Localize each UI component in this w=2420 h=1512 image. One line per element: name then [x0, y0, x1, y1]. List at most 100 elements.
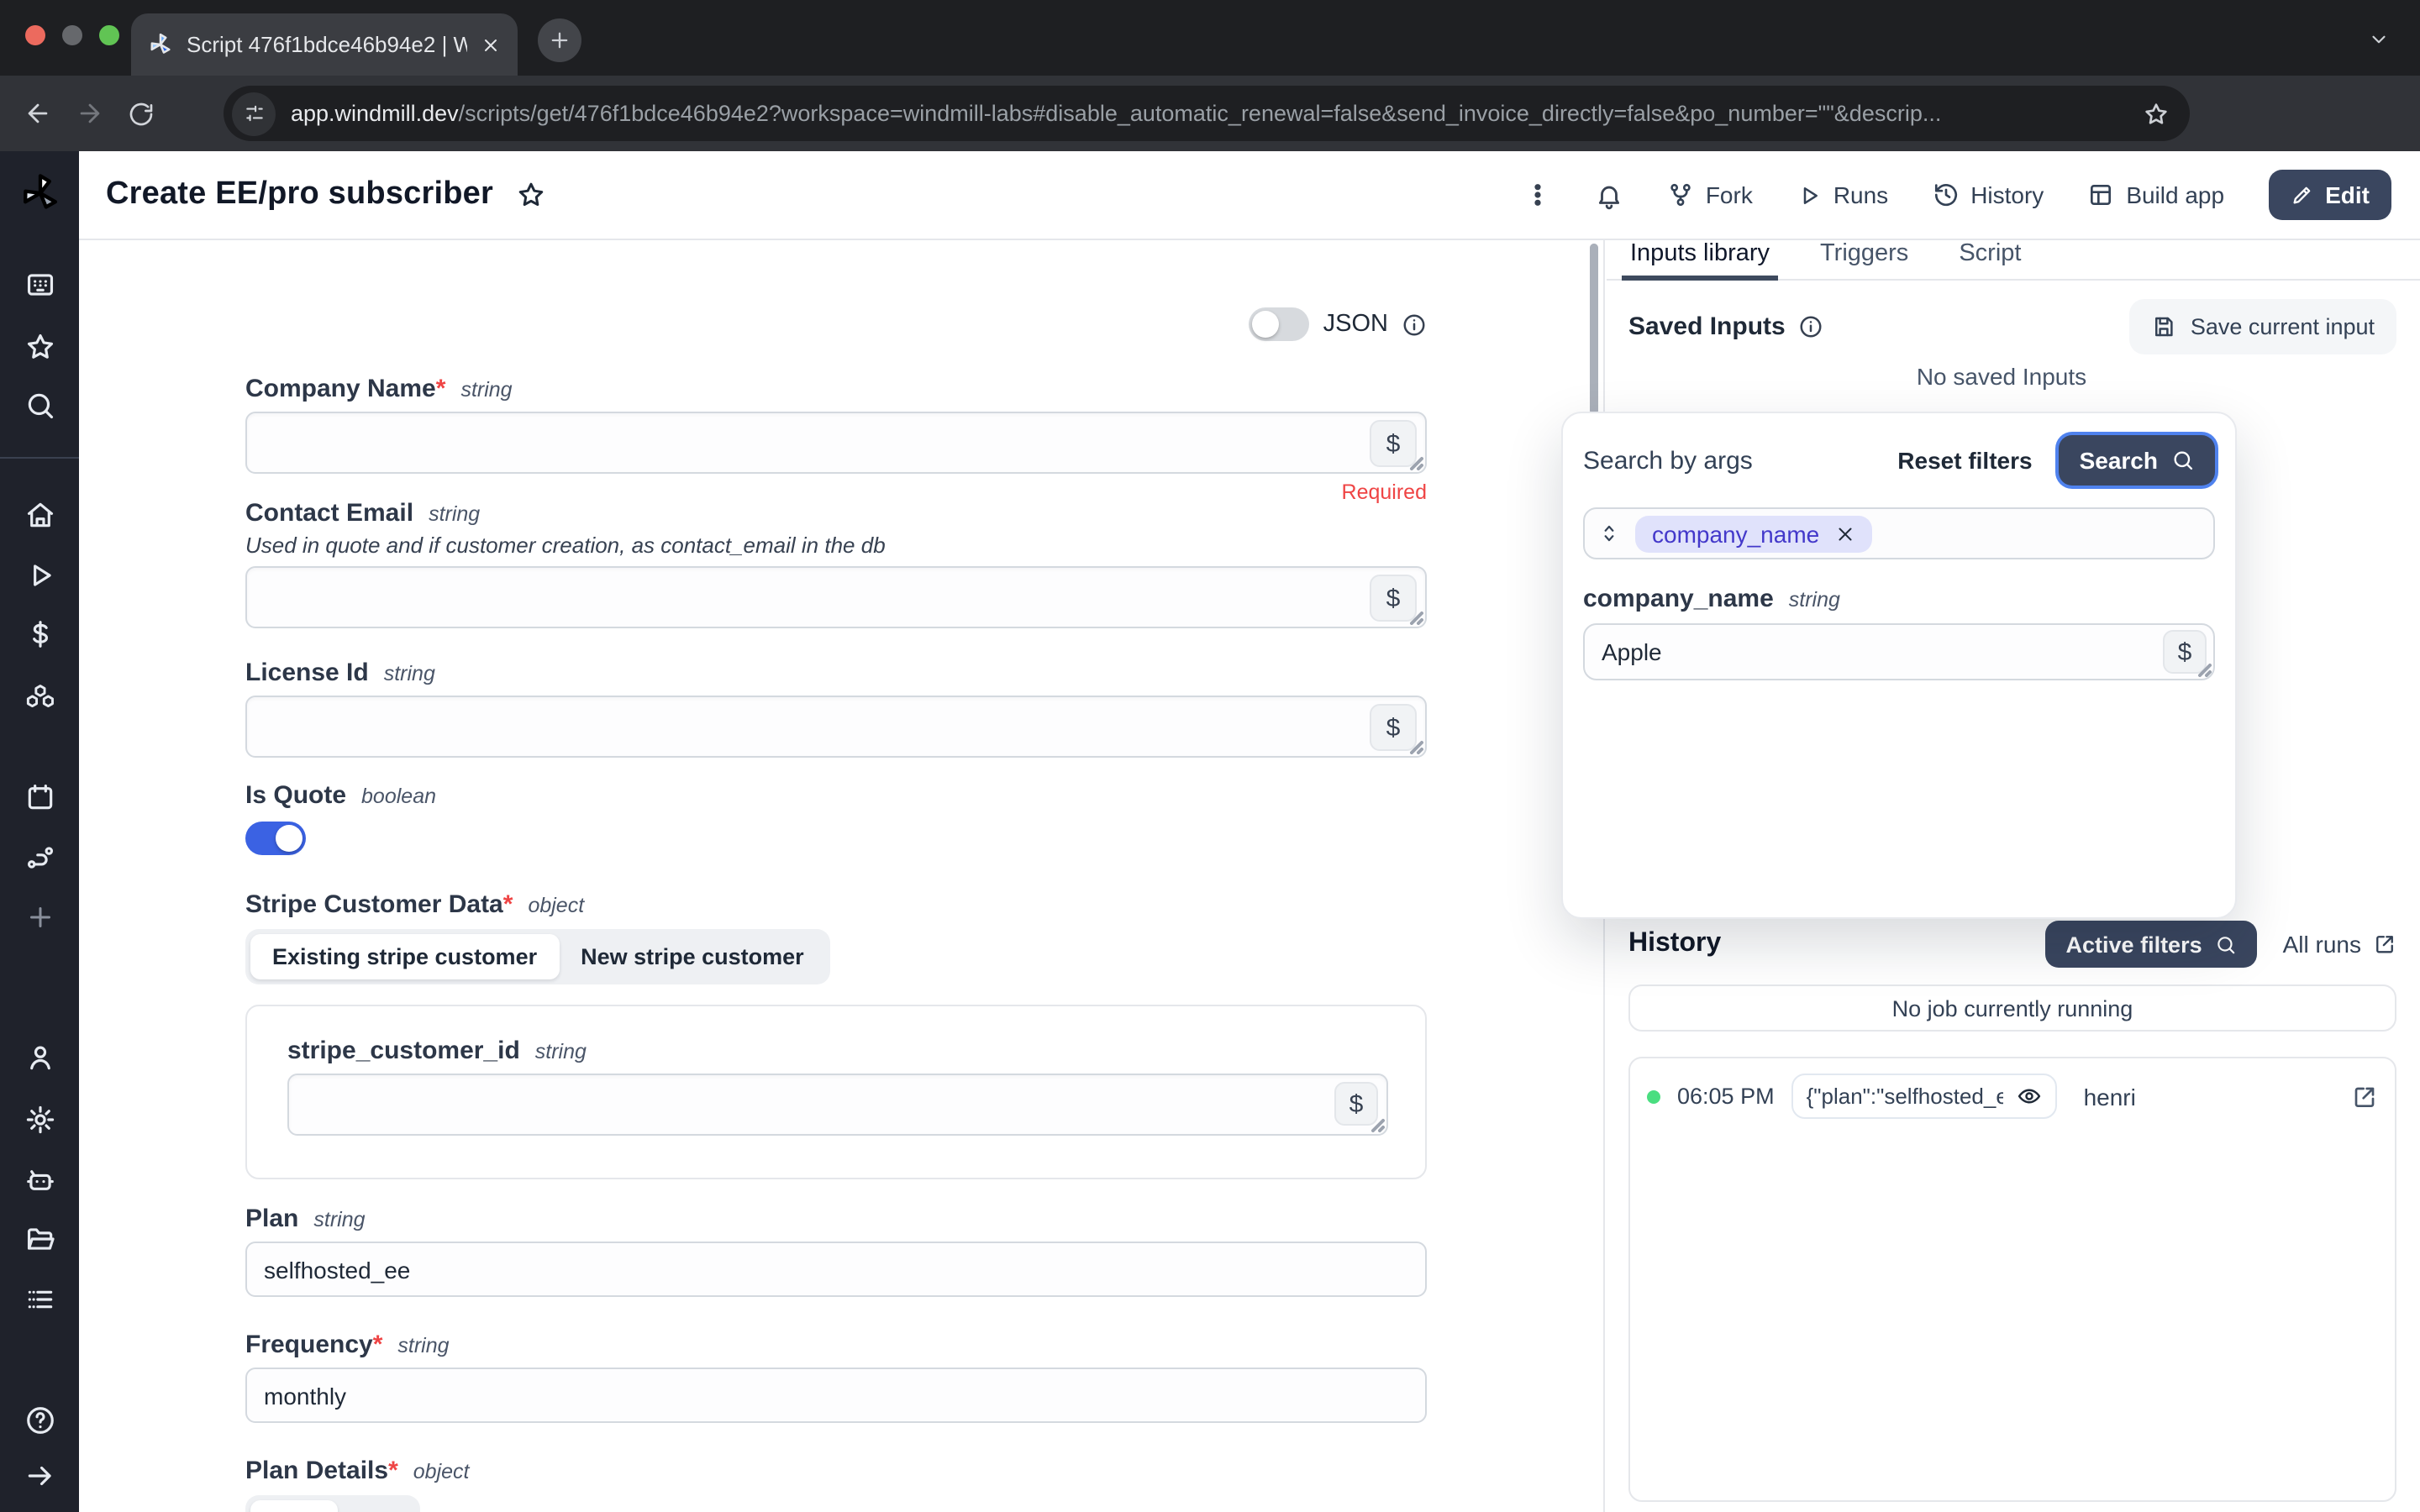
filter-chip-company-name[interactable]: company_name	[1635, 515, 1872, 552]
forward-icon[interactable]	[76, 99, 104, 128]
search-button-label: Search	[2079, 447, 2158, 474]
args-filter-select[interactable]: company_name	[1583, 507, 2215, 559]
resize-grip-icon[interactable]	[1407, 738, 1423, 754]
url-bar[interactable]: app.windmill.dev/scripts/get/476f1bdce46…	[224, 86, 2190, 141]
back-icon[interactable]	[24, 99, 52, 128]
workers-robot-icon[interactable]	[24, 1164, 55, 1196]
tab-triggers[interactable]: Triggers	[1820, 240, 1909, 267]
home-icon[interactable]	[24, 499, 55, 531]
save-current-input-label: Save current input	[2190, 314, 2375, 339]
search-button[interactable]: Search	[2059, 435, 2215, 486]
active-filters-button[interactable]: Active filters	[2045, 921, 2258, 968]
save-current-input-button[interactable]: Save current input	[2129, 299, 2396, 354]
new-tab-button[interactable]	[538, 18, 581, 62]
insert-variable-button[interactable]: $	[1370, 575, 1417, 622]
runs-button[interactable]: Runs	[1797, 181, 1888, 208]
insert-variable-button[interactable]: $	[1334, 1082, 1378, 1126]
launcher-icon[interactable]	[24, 269, 55, 301]
info-icon[interactable]	[1402, 312, 1427, 337]
job-row[interactable]: 06:05 PM {"plan":"selfhosted_ee",... hen…	[1647, 1074, 2378, 1119]
macos-zoom-button[interactable]	[99, 25, 119, 45]
resources-cubes-icon[interactable]	[24, 680, 55, 712]
favorite-star-icon[interactable]	[517, 180, 547, 210]
contact-email-input[interactable]: $	[245, 566, 1427, 628]
company-name-filter-input[interactable]: Apple $	[1583, 623, 2215, 680]
field-contact-email: Contact Email string Used in quote and if…	[245, 499, 1427, 628]
plan-details-tab-2[interactable]	[338, 1500, 415, 1512]
plus-icon	[551, 32, 568, 49]
add-item-icon[interactable]	[24, 902, 55, 932]
field-type: boolean	[361, 785, 437, 808]
field-label: Plan Details*	[245, 1457, 398, 1485]
resize-grip-icon[interactable]	[1407, 608, 1423, 625]
expand-sidebar-icon[interactable]	[24, 1460, 55, 1492]
insert-variable-button[interactable]: $	[1370, 704, 1417, 751]
settings-gear-icon[interactable]	[24, 1104, 55, 1136]
history-title: History	[1628, 929, 1722, 958]
frequency-input[interactable]: monthly	[245, 1368, 1427, 1423]
more-menu-icon[interactable]	[1524, 181, 1551, 208]
url-path: /scripts/get/476f1bdce46b94e2?workspace=…	[458, 101, 1942, 126]
reload-icon[interactable]	[128, 100, 155, 127]
insert-variable-button[interactable]: $	[1370, 420, 1417, 467]
no-saved-inputs-text: No saved Inputs	[1916, 363, 2087, 390]
job-args-chip[interactable]: {"plan":"selfhosted_ee",...	[1791, 1074, 2057, 1119]
field-company-name: Company Name* string $ Required	[245, 375, 1427, 504]
filter-chip-label: company_name	[1652, 520, 1820, 547]
field-type: object	[413, 1460, 470, 1483]
windmill-logo[interactable]	[18, 171, 61, 215]
remove-filter-icon[interactable]	[1834, 523, 1854, 543]
notifications-bell-icon[interactable]	[1595, 181, 1623, 209]
reset-filters-button[interactable]: Reset filters	[1897, 447, 2033, 474]
all-runs-link[interactable]: All runs	[2283, 931, 2396, 958]
macos-close-button[interactable]	[25, 25, 45, 45]
search-icon[interactable]	[24, 390, 55, 422]
stripe-customer-id-input[interactable]: $	[287, 1074, 1388, 1136]
runs-icon[interactable]	[24, 559, 55, 591]
site-info-button[interactable]	[232, 92, 276, 135]
resize-grip-icon[interactable]	[1407, 454, 1423, 470]
schedules-calendar-icon[interactable]	[24, 781, 55, 813]
browser-tab[interactable]: Script 476f1bdce46b94e2 | W	[131, 13, 518, 76]
job-time: 06:05 PM	[1677, 1084, 1775, 1109]
info-icon[interactable]	[1799, 314, 1824, 339]
tab-inputs-library[interactable]: Inputs library	[1621, 240, 1779, 281]
tab-existing-stripe-customer[interactable]: Existing stripe customer	[250, 934, 560, 979]
help-icon[interactable]	[24, 1404, 55, 1436]
tab-script[interactable]: Script	[1959, 240, 2022, 267]
edit-button[interactable]: Edit	[2268, 170, 2391, 220]
app-sidebar	[0, 151, 79, 1512]
favorites-star-icon[interactable]	[24, 331, 55, 363]
panel-scrollbar[interactable]	[1590, 244, 1598, 412]
company-name-input[interactable]: $	[245, 412, 1427, 474]
plan-input[interactable]: selfhosted_ee	[245, 1242, 1427, 1297]
resize-grip-icon[interactable]	[1368, 1116, 1385, 1132]
variables-dollar-icon[interactable]	[24, 618, 55, 650]
routes-icon[interactable]	[24, 842, 55, 874]
plan-details-tab-1[interactable]	[250, 1500, 338, 1512]
history-button[interactable]: History	[1932, 181, 2044, 208]
tab-search-button[interactable]	[2356, 18, 2400, 59]
save-icon	[2155, 317, 2174, 337]
company-name-filter-value: Apple	[1602, 638, 1662, 665]
is-quote-toggle[interactable]	[245, 822, 306, 855]
field-description: Used in quote and if customer creation, …	[245, 533, 886, 558]
bookmark-star-icon[interactable]	[2143, 100, 2170, 127]
frequency-value: monthly	[264, 1382, 347, 1409]
fork-button[interactable]: Fork	[1667, 181, 1753, 208]
eye-icon[interactable]	[2017, 1084, 2042, 1109]
license-id-input[interactable]: $	[245, 696, 1427, 758]
audit-logs-icon[interactable]	[24, 1284, 55, 1315]
tab-new-stripe-customer[interactable]: New stripe customer	[581, 944, 804, 969]
json-toggle[interactable]	[1249, 307, 1310, 341]
build-app-button[interactable]: Build app	[2087, 181, 2224, 208]
insert-variable-button[interactable]: $	[2163, 630, 2207, 674]
folders-icon[interactable]	[24, 1223, 55, 1255]
toggle-knob	[276, 825, 302, 852]
open-job-external-icon[interactable]	[2351, 1083, 2378, 1110]
macos-minimize-button[interactable]	[62, 25, 82, 45]
resize-grip-icon[interactable]	[2195, 660, 2212, 677]
field-label: Plan	[245, 1205, 299, 1233]
users-icon[interactable]	[24, 1042, 55, 1074]
tab-close-icon[interactable]	[481, 34, 501, 55]
